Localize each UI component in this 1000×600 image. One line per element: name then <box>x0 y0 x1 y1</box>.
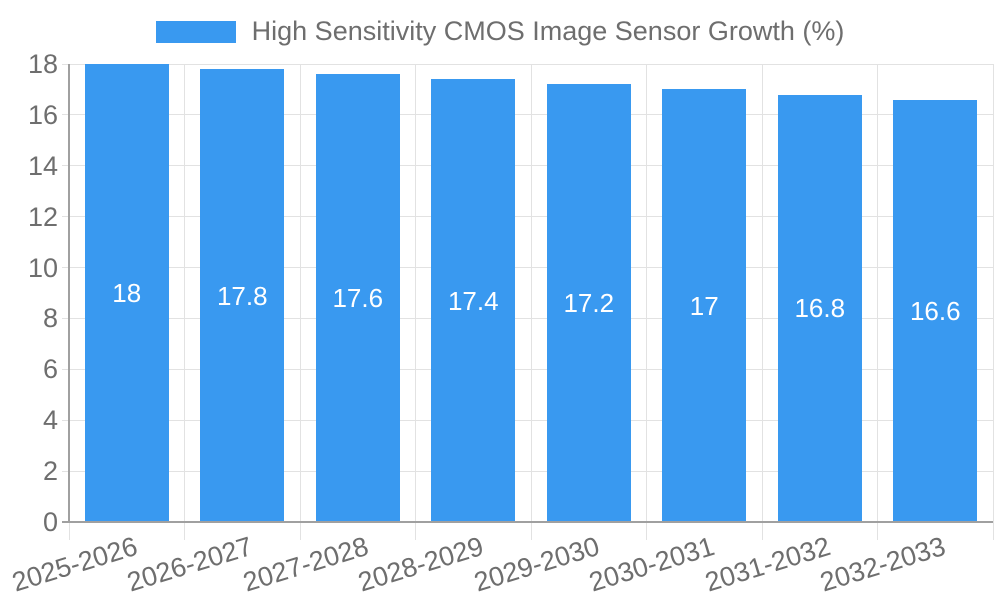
bar[interactable] <box>662 89 747 522</box>
y-axis-tick <box>62 368 69 370</box>
y-axis-tick <box>62 165 69 167</box>
y-axis-tick-label: 4 <box>42 405 58 436</box>
gridline <box>184 64 185 540</box>
gridline <box>299 64 301 540</box>
y-axis-tick-label: 16 <box>27 99 58 130</box>
y-axis-tick <box>62 419 69 421</box>
y-axis-tick <box>62 114 69 116</box>
gridline <box>877 64 878 540</box>
legend-swatch-icon <box>155 20 236 43</box>
y-axis-tick-label: 10 <box>27 252 58 283</box>
bar[interactable] <box>777 94 862 522</box>
y-axis-tick-label: 2 <box>42 456 58 487</box>
bar[interactable] <box>315 74 400 522</box>
x-axis-tick-label: 2030-2031 <box>585 531 719 598</box>
y-axis-tick-label: 18 <box>27 49 58 79</box>
y-axis-tick-label: 0 <box>42 507 58 537</box>
bar-value-label: 18 <box>112 278 142 308</box>
chart-legend[interactable]: High Sensitivity CMOS Image Sensor Growt… <box>0 16 1000 47</box>
x-axis-tick-label: 2026-2027 <box>123 531 257 598</box>
y-axis-tick <box>62 63 69 65</box>
x-axis-tick-label: 2028-2029 <box>354 531 488 598</box>
y-axis-tick-label: 12 <box>27 201 58 232</box>
y-axis-tick <box>62 216 69 218</box>
bar-value-label: 17.6 <box>332 283 384 314</box>
y-axis-tick <box>62 470 69 472</box>
y-axis-tick-label: 6 <box>42 354 58 385</box>
bar-value-label: 17.8 <box>216 280 268 311</box>
gridline <box>530 64 532 540</box>
bar[interactable] <box>84 64 169 522</box>
x-axis-tick-label: 2032-2033 <box>816 531 950 598</box>
gridline <box>415 64 416 540</box>
bar[interactable] <box>546 84 631 522</box>
legend-label: High Sensitivity CMOS Image Sensor Growt… <box>251 16 845 46</box>
x-axis-tick <box>68 522 70 540</box>
y-axis-tick <box>62 267 69 269</box>
y-axis-tick-label: 8 <box>42 303 58 334</box>
y-axis-line <box>68 64 70 522</box>
bar[interactable] <box>200 69 285 522</box>
x-axis-tick-label: 2025-2026 <box>8 531 141 598</box>
gridline <box>646 64 647 540</box>
bar[interactable] <box>893 99 978 522</box>
bar[interactable] <box>431 79 516 522</box>
x-axis-tick-label: 2029-2030 <box>470 531 603 598</box>
x-axis-tick-label: 2031-2032 <box>701 531 834 598</box>
bar-value-label: 17 <box>689 290 719 321</box>
gridline <box>992 64 994 540</box>
bar-value-label: 17.2 <box>563 288 615 319</box>
bar-value-label: 16.6 <box>909 295 961 326</box>
y-axis-tick <box>62 317 69 319</box>
x-axis-tick-label: 2027-2028 <box>239 531 372 598</box>
bar-value-label: 16.8 <box>794 293 846 324</box>
gridline <box>761 64 763 540</box>
x-axis-line <box>62 521 993 523</box>
y-axis-tick-label: 14 <box>27 150 58 181</box>
bar-value-label: 17.4 <box>447 285 499 316</box>
